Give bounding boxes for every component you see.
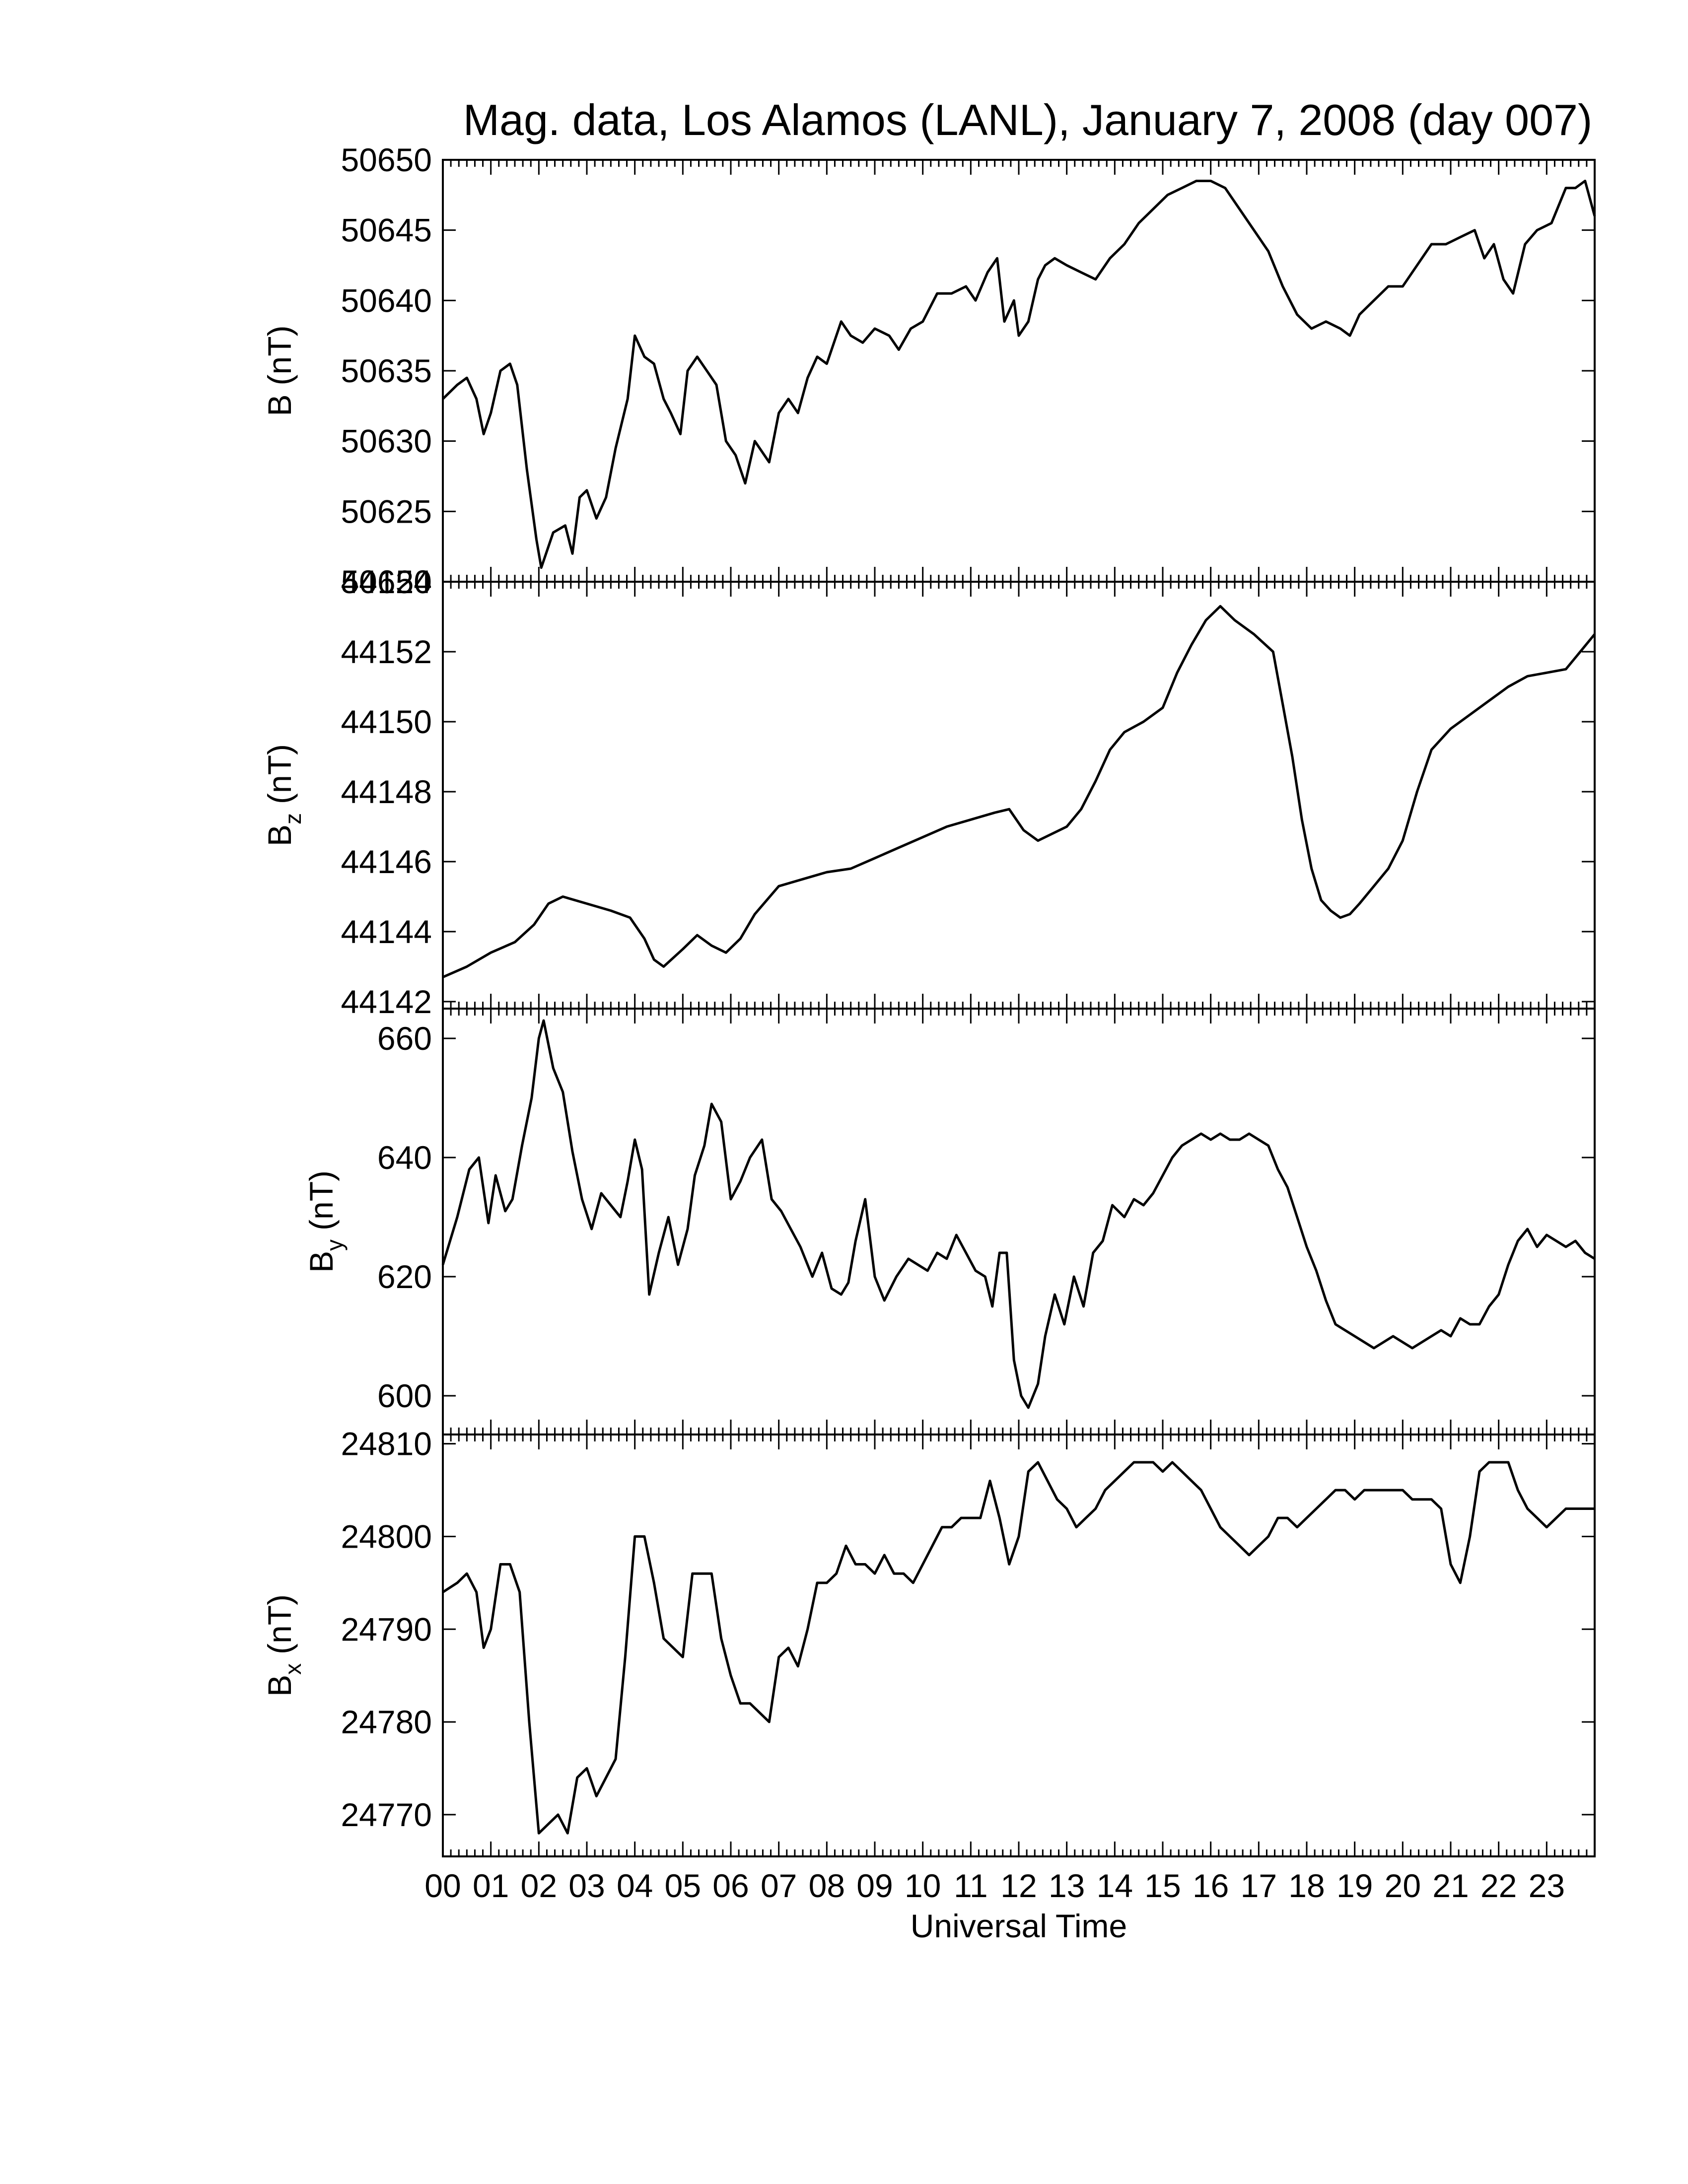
- y-tick-label: 44144: [341, 913, 432, 950]
- y-tick-label: 44146: [341, 843, 432, 880]
- x-tick-label: 12: [1000, 1867, 1037, 1904]
- y-tick-label: 600: [377, 1377, 432, 1414]
- y-tick-label: 24800: [341, 1518, 432, 1555]
- x-tick-label: 04: [617, 1867, 653, 1904]
- panel-frame-bx: [442, 1433, 1596, 1857]
- y-axis-label-b-total: B (nT): [261, 325, 298, 416]
- x-tick-label: 15: [1144, 1867, 1181, 1904]
- y-label-main: B: [303, 1251, 340, 1273]
- x-axis: 00 01 02 03 04 05 06 07 08 09 10 11 12 13 14 15 16 17 18 19…: [424, 1867, 1565, 1904]
- y-tick-label: 50640: [341, 282, 432, 319]
- y-label-unit: (nT): [303, 1170, 340, 1230]
- x-tick-label: 02: [521, 1867, 557, 1904]
- x-tick-label: 09: [856, 1867, 893, 1904]
- y-tick-label: 24790: [341, 1611, 432, 1647]
- x-tick-label: 11: [954, 1867, 988, 1904]
- y-tick-label: 44150: [341, 703, 432, 740]
- series-line-b-total: [442, 180, 1596, 569]
- series-line-by: [441, 1019, 1596, 1409]
- y-label-unit: (nT): [261, 1594, 298, 1654]
- panels: 50620 50625 50630 50635 50640 50645 50650 B (nT)…: [261, 141, 1596, 1857]
- y-tick-label: 44152: [341, 633, 432, 670]
- y-tick-label: 44148: [341, 773, 432, 810]
- y-tick-label: 50645: [341, 212, 432, 249]
- y-label-main: B: [261, 394, 298, 416]
- x-tick-label: 00: [424, 1867, 461, 1904]
- y-tick-label: 24780: [341, 1704, 432, 1740]
- x-tick-label: 22: [1480, 1867, 1517, 1904]
- x-tick-label: 06: [712, 1867, 749, 1904]
- series-line-bx: [442, 1461, 1595, 1835]
- y-label-unit: (nT): [261, 325, 298, 385]
- y-label-subscript: z: [280, 813, 306, 824]
- figure-title: Mag. data, Los Alamos (LANL), January 7,…: [463, 95, 1593, 144]
- x-tick-label: 14: [1097, 1867, 1133, 1904]
- x-tick-label: 20: [1385, 1867, 1421, 1904]
- x-tick-label: 05: [665, 1867, 701, 1904]
- x-tick-label: 21: [1432, 1867, 1469, 1904]
- panel-by: 600 620 640 660 By (nT): [303, 1008, 1596, 1435]
- x-tick-label: 19: [1336, 1867, 1373, 1904]
- x-tick-label: 17: [1241, 1867, 1277, 1904]
- panel-bx: 24770 24780 24790 24800 24810 Bx (nT): [261, 1426, 1596, 1857]
- panel-frame-b-total: [442, 159, 1596, 583]
- y-axis-label-bz: Bz (nT): [261, 744, 306, 846]
- y-label-subscript: y: [322, 1239, 348, 1251]
- x-tick-label: 01: [473, 1867, 509, 1904]
- y-tick-label: 44142: [341, 983, 432, 1020]
- y-tick-label: 50625: [341, 493, 432, 530]
- y-tick-label: 50635: [341, 352, 432, 389]
- y-tick-label: 640: [377, 1139, 432, 1176]
- panel-frame-by: [442, 1008, 1596, 1435]
- series-line-bz: [442, 605, 1596, 978]
- y-label-unit: (nT): [261, 744, 298, 804]
- y-axis-label-bx: Bx (nT): [261, 1594, 306, 1697]
- y-tick-label: 50620: [341, 563, 432, 600]
- y-label-main: B: [261, 824, 298, 846]
- y-tick-label: 24770: [341, 1796, 432, 1833]
- x-tick-label: 07: [761, 1867, 797, 1904]
- x-tick-label: 23: [1529, 1867, 1565, 1904]
- y-label-main: B: [261, 1675, 298, 1697]
- y-tick-label: 50650: [341, 141, 432, 178]
- y-tick-label: 50630: [341, 423, 432, 460]
- x-tick-label: 16: [1193, 1867, 1229, 1904]
- panel-frame-bz: [442, 581, 1596, 1010]
- x-tick-label: 13: [1049, 1867, 1085, 1904]
- x-axis-label: Universal Time: [911, 1908, 1127, 1944]
- panel-b-total: 50620 50625 50630 50635 50640 50645 50650 B (nT): [261, 141, 1596, 600]
- panel-bz: 44142 44144 44146 44148 44150 44152 44154 Bz (nT…: [261, 563, 1596, 1020]
- x-tick-label: 18: [1288, 1867, 1325, 1904]
- x-tick-label: 03: [568, 1867, 605, 1904]
- y-tick-label: 620: [377, 1258, 432, 1295]
- x-tick-label: 08: [809, 1867, 845, 1904]
- y-label-subscript: x: [280, 1663, 306, 1675]
- y-tick-label: 660: [377, 1020, 432, 1057]
- y-tick-label: 44154: [341, 563, 432, 600]
- y-tick-label: 24810: [341, 1426, 432, 1462]
- y-axis-label-by: By (nT): [303, 1170, 348, 1273]
- x-tick-label: 10: [905, 1867, 941, 1904]
